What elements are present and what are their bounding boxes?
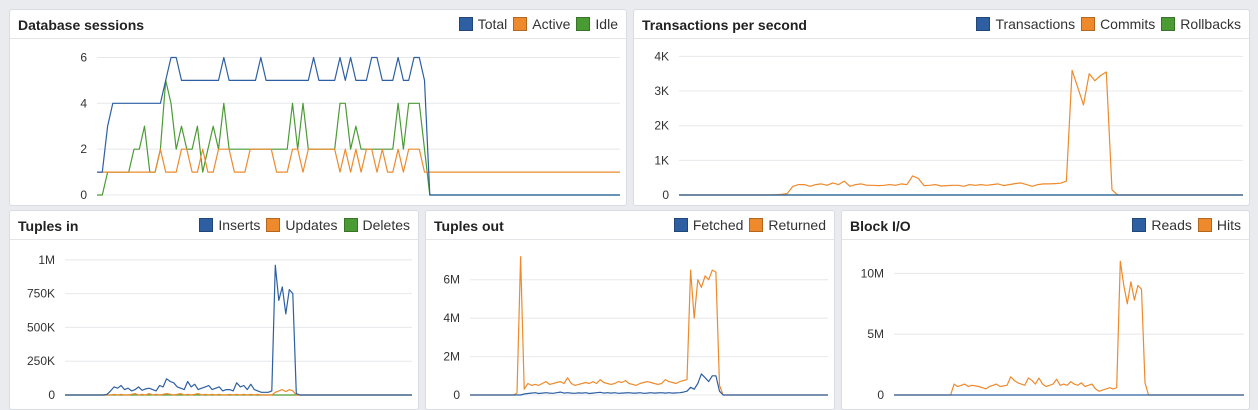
panel-header: Tuples in Inserts Updates Deletes [10, 211, 418, 240]
legend-label: Idle [595, 16, 618, 32]
panel-header: Transactions per second Transactions Com… [634, 10, 1249, 39]
legend-swatch [343, 218, 358, 232]
legend-item-updates[interactable]: Updates [266, 217, 338, 233]
panel-header: Block I/O Reads Hits [842, 211, 1249, 240]
series-line-updates [65, 389, 412, 396]
panel-header: Tuples out Fetched Returned [426, 211, 834, 240]
panel-db-sessions: Database sessions Total Active Idle 0 2 4 6 [9, 9, 627, 206]
y-tick-label: 0 [80, 188, 87, 202]
legend-item-transactions[interactable]: Transactions [976, 16, 1075, 32]
legend: Total Active Idle [453, 16, 618, 32]
legend-label: Transactions [995, 16, 1076, 32]
chart-title: Tuples in [18, 218, 79, 234]
legend-swatch [199, 218, 214, 232]
panel-tps: Transactions per second Transactions Com… [633, 9, 1250, 206]
legend-swatch [266, 218, 281, 232]
legend-label: Total [477, 16, 508, 32]
legend-label: Fetched [692, 217, 744, 233]
series-line-active [97, 148, 620, 173]
y-tick-label: 6 [80, 50, 87, 64]
y-tick-label: 250K [27, 354, 55, 368]
y-tick-label: 10M [861, 266, 884, 280]
series-line-returned [470, 256, 828, 396]
plot-area: 0 2 4 6 [80, 50, 620, 202]
y-tick-label: 0 [877, 388, 884, 402]
chart-title: Transactions per second [642, 17, 807, 33]
legend-item-hits[interactable]: Hits [1197, 217, 1241, 233]
y-tick-label: 0 [662, 188, 669, 202]
legend-label: Rollbacks [1180, 16, 1241, 32]
legend-item-reads[interactable]: Reads [1132, 217, 1192, 233]
series-line-total [97, 56, 620, 196]
panel-tuples-out: Tuples out Fetched Returned 0 2M 4M 6M [425, 210, 835, 410]
y-tick-label: 0 [48, 388, 55, 402]
legend-label: Commits [1100, 16, 1156, 32]
chart-title: Block I/O [850, 218, 911, 234]
legend-swatch [749, 218, 764, 232]
y-tick-label: 1K [654, 153, 669, 167]
y-tick-label: 500K [27, 320, 55, 334]
legend-item-rollbacks[interactable]: Rollbacks [1161, 16, 1241, 32]
y-tick-label: 6M [443, 273, 460, 287]
legend-item-commits[interactable]: Commits [1081, 16, 1155, 32]
plot-area: 0 250K 500K 750K 1M [27, 253, 412, 402]
legend-label: Inserts [218, 217, 261, 233]
legend-label: Reads [1151, 217, 1192, 233]
legend-swatch [1081, 17, 1096, 31]
legend-label: Updates [285, 217, 338, 233]
plot-area: 0 1K 2K 3K 4K [654, 49, 1243, 202]
legend-swatch [513, 17, 528, 31]
legend-item-total[interactable]: Total [458, 16, 508, 32]
plot-area: 0 2M 4M 6M [443, 256, 828, 402]
legend-item-active[interactable]: Active [513, 16, 570, 32]
panel-tuples-in: Tuples in Inserts Updates Deletes 0 250K 5… [9, 210, 419, 410]
y-tick-label: 2 [80, 142, 87, 156]
legend-item-returned[interactable]: Returned [749, 217, 826, 233]
legend-label: Returned [768, 217, 826, 233]
legend-label: Hits [1216, 217, 1241, 233]
legend: Transactions Commits Rollbacks [970, 16, 1241, 32]
legend-swatch [976, 17, 991, 31]
series-line-fetched [470, 373, 828, 396]
chart-title: Tuples out [434, 218, 504, 234]
legend-item-deletes[interactable]: Deletes [343, 217, 410, 233]
legend-item-inserts[interactable]: Inserts [199, 217, 260, 233]
legend: Reads Hits [1126, 217, 1241, 233]
y-tick-label: 3K [654, 84, 669, 98]
y-tick-label: 2M [443, 350, 460, 364]
legend-swatch [458, 17, 473, 31]
legend-swatch [1161, 17, 1176, 31]
legend: Inserts Updates Deletes [193, 217, 410, 233]
y-tick-label: 2K [654, 119, 669, 133]
legend: Fetched Returned [668, 217, 826, 233]
series-line-commits [679, 69, 1243, 196]
y-tick-label: 750K [27, 287, 55, 301]
y-tick-label: 5M [867, 327, 884, 341]
y-tick-label: 0 [453, 388, 460, 402]
legend-swatch [1197, 218, 1212, 232]
legend-item-fetched[interactable]: Fetched [673, 217, 744, 233]
panel-block-io: Block I/O Reads Hits 0 5M 10M [841, 210, 1250, 410]
series-line-hits [894, 260, 1244, 396]
panel-header: Database sessions Total Active Idle [10, 10, 626, 39]
legend-swatch [673, 218, 688, 232]
legend-swatch [576, 17, 591, 31]
series-line-inserts [65, 264, 412, 396]
chart-title: Database sessions [18, 17, 145, 33]
y-tick-label: 4K [654, 49, 669, 63]
legend-label: Deletes [362, 217, 410, 233]
y-tick-label: 1M [38, 253, 55, 267]
y-tick-label: 4M [443, 311, 460, 325]
legend-item-idle[interactable]: Idle [576, 16, 618, 32]
plot-area: 0 5M 10M [861, 260, 1244, 402]
legend-label: Active [532, 16, 571, 32]
series-line-idle [97, 79, 620, 196]
legend-swatch [1132, 218, 1147, 232]
y-tick-label: 4 [80, 96, 87, 110]
